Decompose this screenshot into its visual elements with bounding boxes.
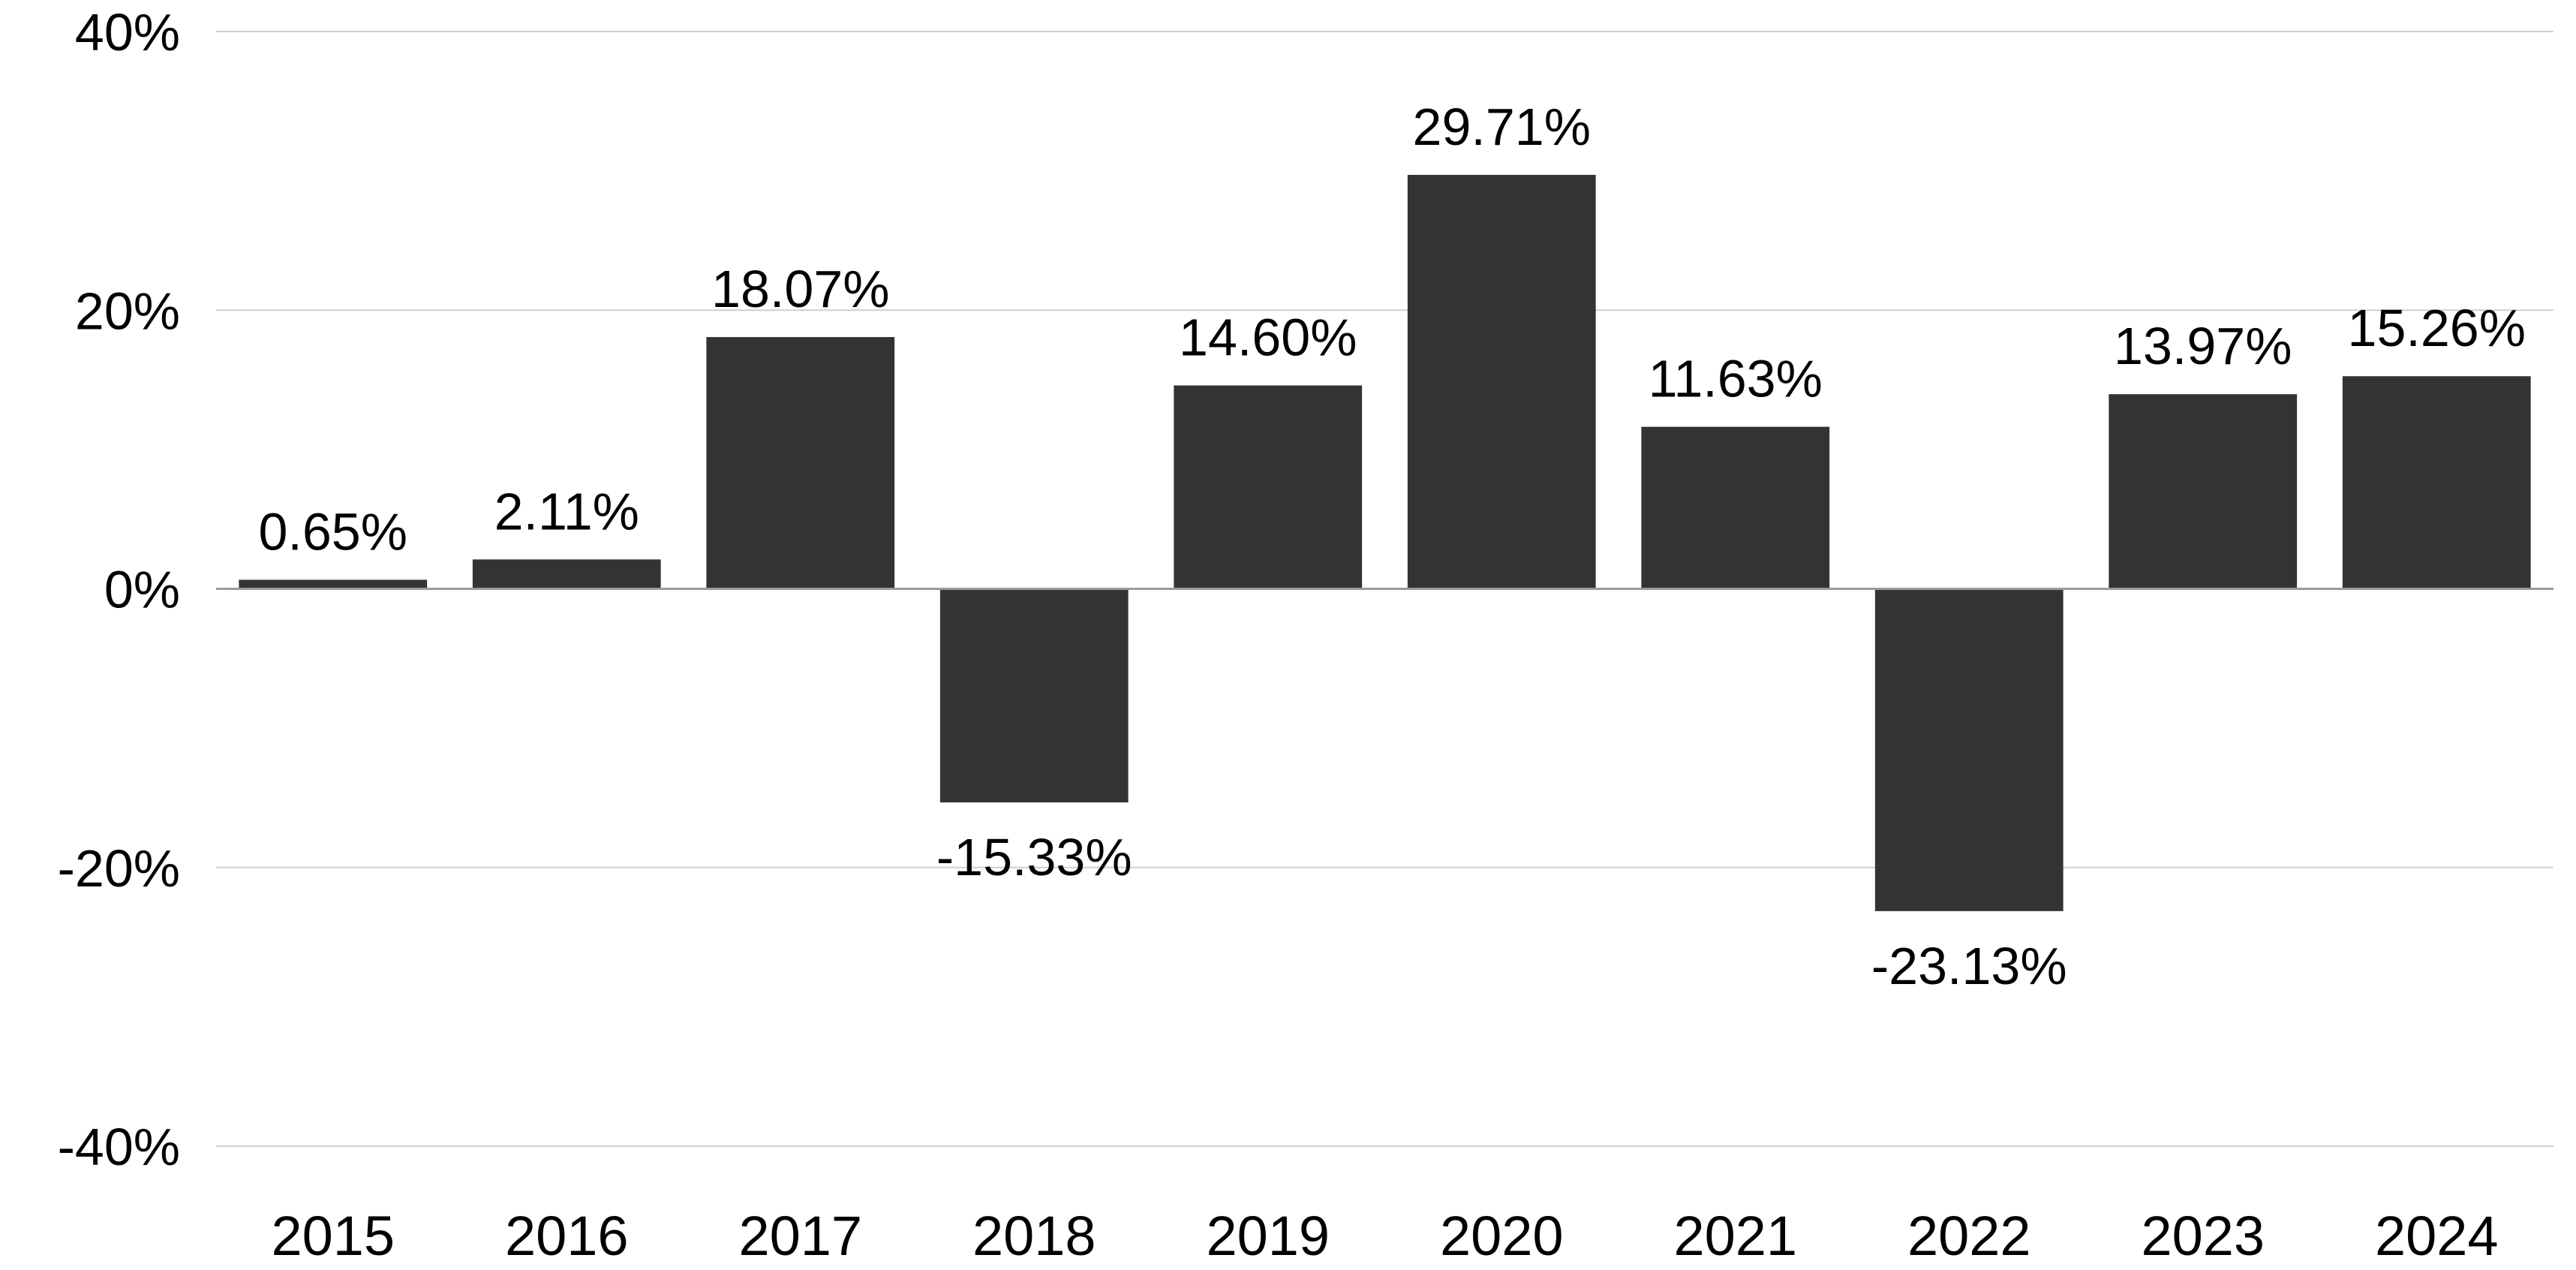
data-label-2020: 29.71% xyxy=(1413,98,1591,156)
y-tick-label: 0% xyxy=(104,561,180,619)
bar-2015 xyxy=(239,579,428,589)
bar-2023 xyxy=(2109,394,2298,589)
data-labels: 0.65% 2.11% 18.07% -15.33% 14.60% 29.71% 11.63… xyxy=(259,98,2526,995)
x-tick-label-2022: 2022 xyxy=(1907,1205,2031,1267)
x-tick-label-2021: 2021 xyxy=(1673,1205,1797,1267)
data-label-2017: 18.07% xyxy=(711,260,889,318)
x-tick-label-2020: 2020 xyxy=(1440,1205,1564,1267)
x-tick-label-2017: 2017 xyxy=(738,1205,862,1267)
data-label-2016: 2.11% xyxy=(494,482,639,540)
bar-2019 xyxy=(1174,385,1363,589)
x-tick-label-2016: 2016 xyxy=(505,1205,629,1267)
y-tick-label: -40% xyxy=(58,1118,180,1176)
bar-2024 xyxy=(2342,376,2531,589)
bar-2017 xyxy=(706,337,895,589)
bar-2020 xyxy=(1407,175,1596,589)
data-label-2015: 0.65% xyxy=(259,502,407,561)
x-tick-label-2018: 2018 xyxy=(972,1205,1096,1267)
y-tick-label: 20% xyxy=(75,281,180,340)
x-tick-label-2019: 2019 xyxy=(1206,1205,1330,1267)
bars xyxy=(239,175,2531,911)
bar-2021 xyxy=(1641,426,1830,589)
grid-lines xyxy=(216,31,2553,1147)
data-label-2019: 14.60% xyxy=(1179,308,1357,366)
bar-2022 xyxy=(1874,588,2064,911)
data-label-2021: 11.63% xyxy=(1649,350,1823,408)
x-axis-tick-labels: 2015 2016 2017 2018 2019 2020 2021 2022 2023 2024 xyxy=(271,1205,2498,1267)
x-tick-label-2023: 2023 xyxy=(2141,1205,2265,1267)
data-label-2022: -23.13% xyxy=(1871,937,2067,995)
bar-2018 xyxy=(939,588,1129,803)
bar-2016 xyxy=(472,559,661,589)
y-axis-tick-labels: 40% 20% 0% -20% -40% xyxy=(58,3,180,1176)
data-label-2024: 15.26% xyxy=(2348,299,2526,357)
y-tick-label: 40% xyxy=(75,3,180,62)
x-tick-label-2015: 2015 xyxy=(271,1205,395,1267)
y-tick-label: -20% xyxy=(58,839,180,898)
x-tick-label-2024: 2024 xyxy=(2375,1205,2499,1267)
data-label-2023: 13.97% xyxy=(2114,317,2292,375)
data-label-2018: -15.33% xyxy=(936,828,1132,886)
